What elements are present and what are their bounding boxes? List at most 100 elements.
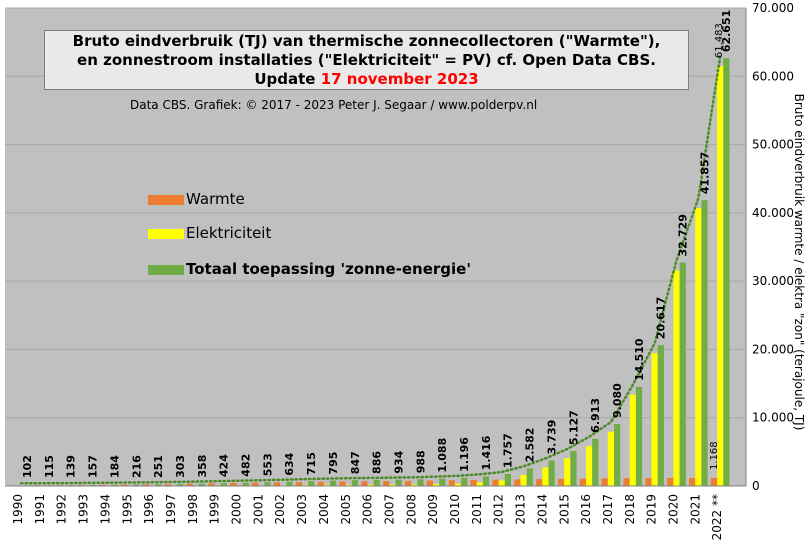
x-tick-label: 1992 <box>55 494 69 525</box>
bar-totaal <box>308 481 315 486</box>
bar-totaal <box>351 480 359 486</box>
total-value-label: 9.080 <box>611 383 624 418</box>
trendline <box>19 54 722 485</box>
bar-elektriciteit <box>345 484 352 486</box>
total-value-label: 115 <box>43 455 56 478</box>
bar-totaal <box>461 477 468 486</box>
bar-totaal <box>635 386 643 486</box>
bar-warmte <box>142 484 149 486</box>
title-update-date: 17 november 2023 <box>320 70 479 88</box>
x-tick-label: 2008 <box>404 494 418 525</box>
bar-warmte <box>470 479 477 486</box>
bar-totaal <box>548 460 555 486</box>
title-line-1: Bruto eindverbruik (TJ) van thermische z… <box>72 32 661 50</box>
bar-totaal <box>701 200 708 486</box>
bar-elektriciteit <box>629 394 636 486</box>
elektriciteit-last-label: 61.483 <box>714 23 725 58</box>
x-tick-label: 2003 <box>295 494 309 525</box>
total-value-label: 102 <box>21 455 34 478</box>
bars-group <box>11 58 730 487</box>
bar-totaal <box>679 262 686 486</box>
bar-elektriciteit <box>673 270 680 486</box>
x-tick-label: 2017 <box>601 494 615 525</box>
bar-elektriciteit <box>476 482 483 486</box>
total-value-label: 424 <box>218 454 231 477</box>
bar-totaal <box>133 484 140 486</box>
title-line-3: Update 17 november 2023 <box>45 70 688 89</box>
x-tick-label: 2019 <box>645 494 659 525</box>
total-value-label: 184 <box>108 455 121 478</box>
bar-warmte <box>230 482 237 486</box>
total-value-label: 634 <box>283 452 296 475</box>
bar-totaal <box>526 468 533 486</box>
total-value-label: 934 <box>392 450 405 473</box>
total-value-label: 482 <box>240 454 253 477</box>
x-tick-label: 2015 <box>557 494 571 525</box>
x-tick-label: 1996 <box>142 494 156 525</box>
x-tick-label: 2021 <box>688 494 702 525</box>
total-value-label: 6.913 <box>589 398 602 433</box>
x-tick-label: 2014 <box>535 494 549 525</box>
x-tick-label: 2001 <box>251 494 265 525</box>
bar-warmte <box>557 478 565 486</box>
x-tick-label: 2004 <box>317 494 331 525</box>
bar-totaal <box>264 482 271 486</box>
x-tick-label: 2018 <box>623 494 637 525</box>
title-update-prefix: Update <box>254 70 321 88</box>
x-tick-label: 2010 <box>448 494 462 525</box>
bar-warmte <box>339 481 346 486</box>
data-labels-group: 102 115 139 157 184 216 251 303 358 424 482 553 634 7… <box>21 10 733 478</box>
legend-swatch-warmte <box>148 195 184 205</box>
total-value-label: 358 <box>196 455 209 478</box>
chart-credit: Data CBS. Grafiek: © 2017 - 2023 Peter J… <box>130 98 538 112</box>
y-tick-label: 10.000 <box>752 411 794 425</box>
y-axis: 0 10.000 20.000 30.000 40.000 50.000 60.000 70.… <box>745 1 794 493</box>
bar-warmte <box>120 484 128 486</box>
x-tick-label: 1990 <box>11 494 25 525</box>
x-tick-label: 2020 <box>667 494 681 525</box>
bar-totaal <box>592 438 599 486</box>
bar-warmte <box>405 480 412 486</box>
total-value-label: 139 <box>65 455 78 478</box>
y-axis-title: Bruto eindverbruik warmte / elektra "zon… <box>792 94 806 431</box>
y-tick-label: 0 <box>752 479 760 493</box>
total-value-label: 1.416 <box>480 435 493 470</box>
bar-totaal <box>504 474 511 486</box>
bar-elektriciteit <box>433 484 440 486</box>
x-tick-label: 2006 <box>361 494 375 525</box>
bar-totaal <box>155 484 162 486</box>
bar-warmte <box>361 481 368 486</box>
bar-warmte <box>579 478 586 486</box>
total-value-label: 886 <box>371 451 384 474</box>
bar-elektriciteit <box>367 484 374 486</box>
bar-warmte <box>710 478 718 486</box>
x-tick-label: 2009 <box>426 494 440 525</box>
total-value-label: 553 <box>261 453 274 476</box>
bar-warmte <box>667 478 674 486</box>
trendline-group <box>19 54 722 485</box>
bar-elektriciteit <box>717 66 724 487</box>
total-value-label: 32.729 <box>677 214 690 256</box>
title-line-2: en zonnestroom installaties ("Elektricit… <box>77 51 656 69</box>
total-value-label: 715 <box>305 452 318 475</box>
bar-totaal <box>220 483 227 486</box>
bar-warmte <box>645 478 652 486</box>
bar-elektriciteit <box>695 208 702 487</box>
x-tick-label: 1991 <box>33 494 47 525</box>
total-value-label: 41.857 <box>698 152 711 194</box>
x-axis: 1990 1991 1992 1993 1994 1995 1996 1997 1998 1999… <box>5 485 746 540</box>
bar-elektriciteit <box>607 431 615 486</box>
x-tick-label: 2016 <box>579 494 593 525</box>
legend-swatch-elektriciteit <box>148 229 184 239</box>
x-tick-label: 2013 <box>514 494 528 525</box>
bar-elektriciteit <box>498 480 505 486</box>
total-value-label: 795 <box>327 452 340 475</box>
x-tick-label: 1997 <box>164 494 178 525</box>
x-tick-label: 1993 <box>77 494 91 525</box>
bar-warmte <box>426 480 434 486</box>
bar-elektriciteit <box>323 484 330 486</box>
bar-warmte <box>536 479 543 486</box>
bar-totaal <box>286 481 293 486</box>
bar-warmte <box>164 483 171 486</box>
bar-totaal <box>395 479 402 486</box>
